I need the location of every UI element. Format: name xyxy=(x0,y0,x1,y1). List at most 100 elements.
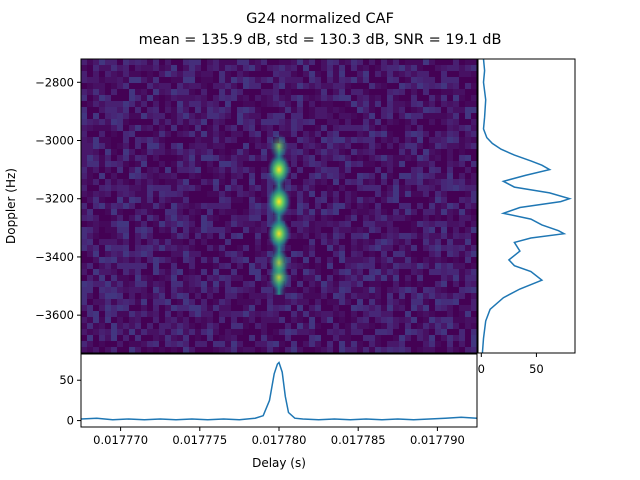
heatmap-noise-cell xyxy=(225,329,231,335)
heatmap-noise-cell xyxy=(411,293,417,299)
heatmap-noise-cell xyxy=(411,143,417,149)
heatmap-noise-cell xyxy=(219,347,225,353)
heatmap-noise-cell xyxy=(183,59,189,65)
heatmap-noise-cell xyxy=(165,107,171,113)
heatmap-noise-cell xyxy=(471,299,477,305)
heatmap-noise-cell xyxy=(357,155,363,161)
heatmap-noise-cell xyxy=(333,59,339,65)
heatmap-noise-cell xyxy=(165,59,171,65)
heatmap-noise-cell xyxy=(255,227,261,233)
heatmap-noise-cell xyxy=(357,179,363,185)
heatmap-noise-cell xyxy=(99,257,105,263)
heatmap-noise-cell xyxy=(459,161,465,167)
heatmap-noise-cell xyxy=(345,287,351,293)
heatmap-noise-cell xyxy=(177,119,183,125)
heatmap-noise-cell xyxy=(123,347,129,353)
heatmap-noise-cell xyxy=(333,281,339,287)
heatmap-noise-cell xyxy=(243,197,249,203)
heatmap-noise-cell xyxy=(99,275,105,281)
heatmap-noise-cell xyxy=(249,209,255,215)
heatmap-noise-cell xyxy=(261,257,267,263)
heatmap-noise-cell xyxy=(141,251,147,257)
heatmap-noise-cell xyxy=(309,239,315,245)
heatmap-noise-cell xyxy=(471,347,477,353)
heatmap-noise-cell xyxy=(201,347,207,353)
heatmap-noise-cell xyxy=(231,185,237,191)
heatmap-noise-cell xyxy=(387,113,393,119)
heatmap-noise-cell xyxy=(321,119,327,125)
heatmap-noise-cell xyxy=(363,185,369,191)
heatmap-noise-cell xyxy=(369,299,375,305)
heatmap-noise-cell xyxy=(105,173,111,179)
heatmap-noise-cell xyxy=(345,83,351,89)
heatmap-noise-cell xyxy=(351,197,357,203)
heatmap-noise-cell xyxy=(243,263,249,269)
heatmap-noise-cell xyxy=(303,329,309,335)
heatmap-noise-cell xyxy=(345,293,351,299)
heatmap-noise-cell xyxy=(171,191,177,197)
heatmap-noise-cell xyxy=(315,173,321,179)
heatmap-noise-cell xyxy=(165,89,171,95)
heatmap-noise-cell xyxy=(87,275,93,281)
heatmap-noise-cell xyxy=(141,215,147,221)
heatmap-noise-cell xyxy=(447,305,453,311)
heatmap-noise-cell xyxy=(405,317,411,323)
heatmap-noise-cell xyxy=(381,311,387,317)
heatmap-noise-cell xyxy=(129,191,135,197)
heatmap-noise-cell xyxy=(81,245,87,251)
heatmap-noise-cell xyxy=(363,125,369,131)
heatmap-noise-cell xyxy=(99,173,105,179)
heatmap-noise-cell xyxy=(159,173,165,179)
heatmap-noise-cell xyxy=(177,137,183,143)
heatmap-noise-cell xyxy=(117,155,123,161)
heatmap-noise-cell xyxy=(393,191,399,197)
heatmap-noise-cell xyxy=(177,113,183,119)
heatmap-noise-cell xyxy=(399,113,405,119)
heatmap-noise-cell xyxy=(387,125,393,131)
heatmap-noise-cell xyxy=(243,239,249,245)
heatmap-noise-cell xyxy=(273,299,279,305)
heatmap-noise-cell xyxy=(177,251,183,257)
heatmap-noise-cell xyxy=(165,311,171,317)
heatmap-noise-cell xyxy=(147,83,153,89)
heatmap-noise-cell xyxy=(117,257,123,263)
heatmap-noise-cell xyxy=(423,287,429,293)
heatmap-noise-cell xyxy=(183,149,189,155)
heatmap-noise-cell xyxy=(345,311,351,317)
heatmap-noise-cell xyxy=(297,245,303,251)
heatmap-noise-cell xyxy=(231,251,237,257)
heatmap-noise-cell xyxy=(99,251,105,257)
heatmap-noise-cell xyxy=(129,347,135,353)
heatmap-noise-cell xyxy=(405,65,411,71)
heatmap-noise-cell xyxy=(237,221,243,227)
heatmap-noise-cell xyxy=(87,77,93,83)
heatmap-noise-cell xyxy=(345,77,351,83)
heatmap-noise-cell xyxy=(111,221,117,227)
heatmap-noise-cell xyxy=(465,317,471,323)
heatmap-noise-cell xyxy=(213,299,219,305)
heatmap-noise-cell xyxy=(159,197,165,203)
heatmap-noise-cell xyxy=(225,347,231,353)
heatmap-noise-cell xyxy=(159,251,165,257)
heatmap-noise-cell xyxy=(147,257,153,263)
heatmap-noise-cell xyxy=(267,323,273,329)
heatmap-noise-cell xyxy=(81,101,87,107)
heatmap-noise-cell xyxy=(177,167,183,173)
heatmap-noise-cell xyxy=(165,245,171,251)
heatmap-noise-cell xyxy=(471,197,477,203)
heatmap-noise-cell xyxy=(189,137,195,143)
heatmap-noise-cell xyxy=(375,125,381,131)
heatmap-noise-cell xyxy=(189,119,195,125)
heatmap-noise-cell xyxy=(369,173,375,179)
heatmap-noise-cell xyxy=(207,293,213,299)
heatmap-noise-cell xyxy=(363,287,369,293)
heatmap-noise-cell xyxy=(111,245,117,251)
heatmap-noise-cell xyxy=(441,77,447,83)
heatmap-noise-cell xyxy=(423,341,429,347)
heatmap-noise-cell xyxy=(135,317,141,323)
heatmap-noise-cell xyxy=(339,287,345,293)
heatmap-noise-cell xyxy=(195,131,201,137)
heatmap-noise-cell xyxy=(267,137,273,143)
heatmap-noise-cell xyxy=(249,161,255,167)
heatmap-noise-cell xyxy=(225,71,231,77)
